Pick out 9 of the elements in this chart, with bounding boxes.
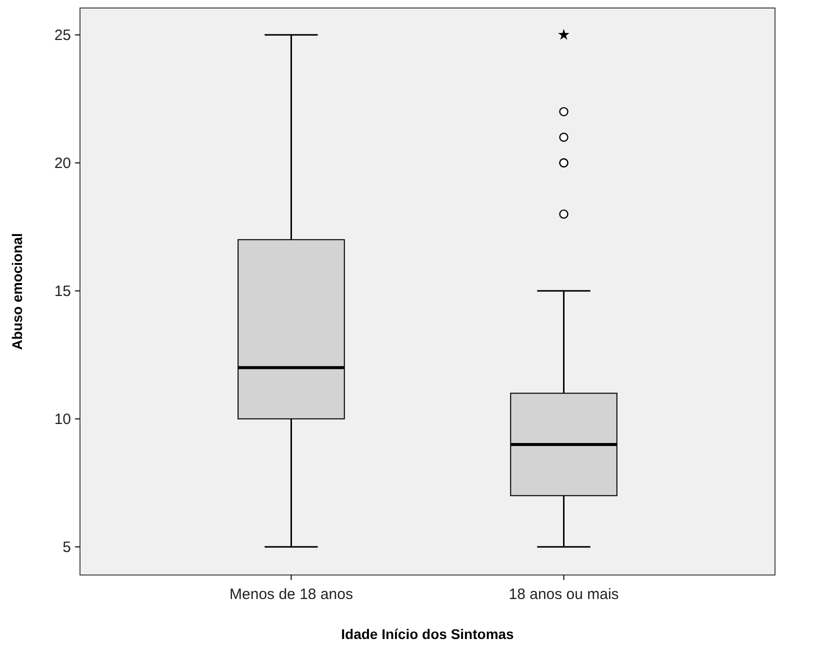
y-tick-label: 25 (54, 27, 71, 44)
x-tick-label: Menos de 18 anos (230, 586, 353, 603)
x-tick-label: 18 anos ou mais (508, 586, 619, 603)
y-axis-title: Abuso emocional (9, 233, 25, 350)
x-axis-title: Idade Início dos Sintomas (341, 626, 514, 642)
y-tick-label: 20 (54, 155, 71, 172)
y-tick-label: 10 (54, 411, 71, 428)
y-tick-label: 5 (62, 539, 71, 556)
y-tick-label: 15 (54, 283, 71, 300)
